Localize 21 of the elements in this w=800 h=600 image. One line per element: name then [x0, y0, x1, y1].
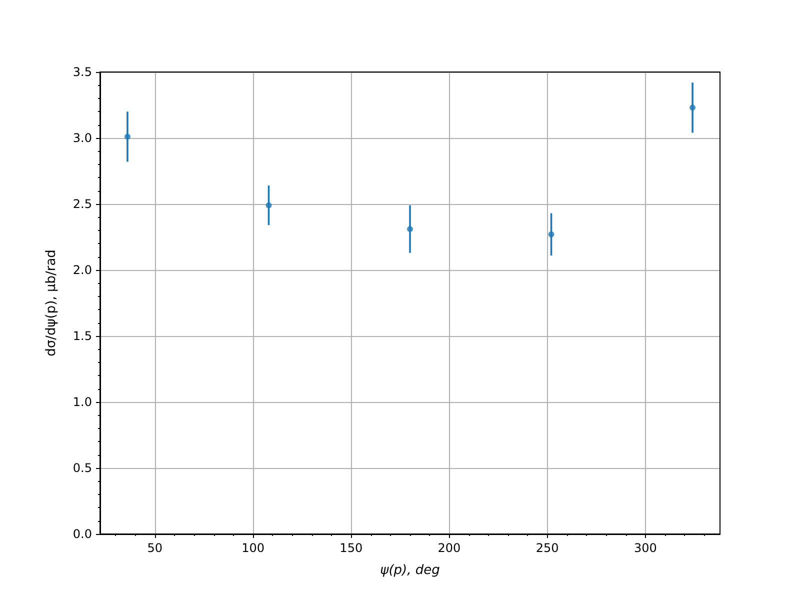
- y-tick-label: 3.0: [72, 131, 92, 145]
- point: [266, 202, 272, 208]
- x-axis-title: ψ(p), deg: [380, 563, 440, 578]
- point: [407, 226, 413, 232]
- y-tick-label: 3.5: [72, 65, 92, 79]
- y-tick-label: 2.5: [72, 197, 92, 211]
- y-tick-label: 1.5: [72, 329, 92, 343]
- y-tick-label: 0.5: [72, 461, 92, 475]
- point: [124, 134, 130, 140]
- y-axis-title: dσ/dψ(p), μb/rad: [44, 250, 59, 356]
- x-tick-label: 100: [242, 541, 264, 555]
- y-tick-label: 0.0: [72, 527, 92, 541]
- x-tick-label: 50: [147, 541, 163, 555]
- y-tick-label: 1.0: [72, 395, 92, 409]
- x-tick-label: 300: [634, 541, 657, 555]
- x-tick-label: 250: [536, 541, 559, 555]
- x-tick-label: 200: [438, 541, 461, 555]
- point: [690, 104, 696, 111]
- point: [548, 231, 554, 238]
- x-tick-label: 150: [340, 541, 363, 555]
- y-tick-label: 2.0: [72, 263, 92, 277]
